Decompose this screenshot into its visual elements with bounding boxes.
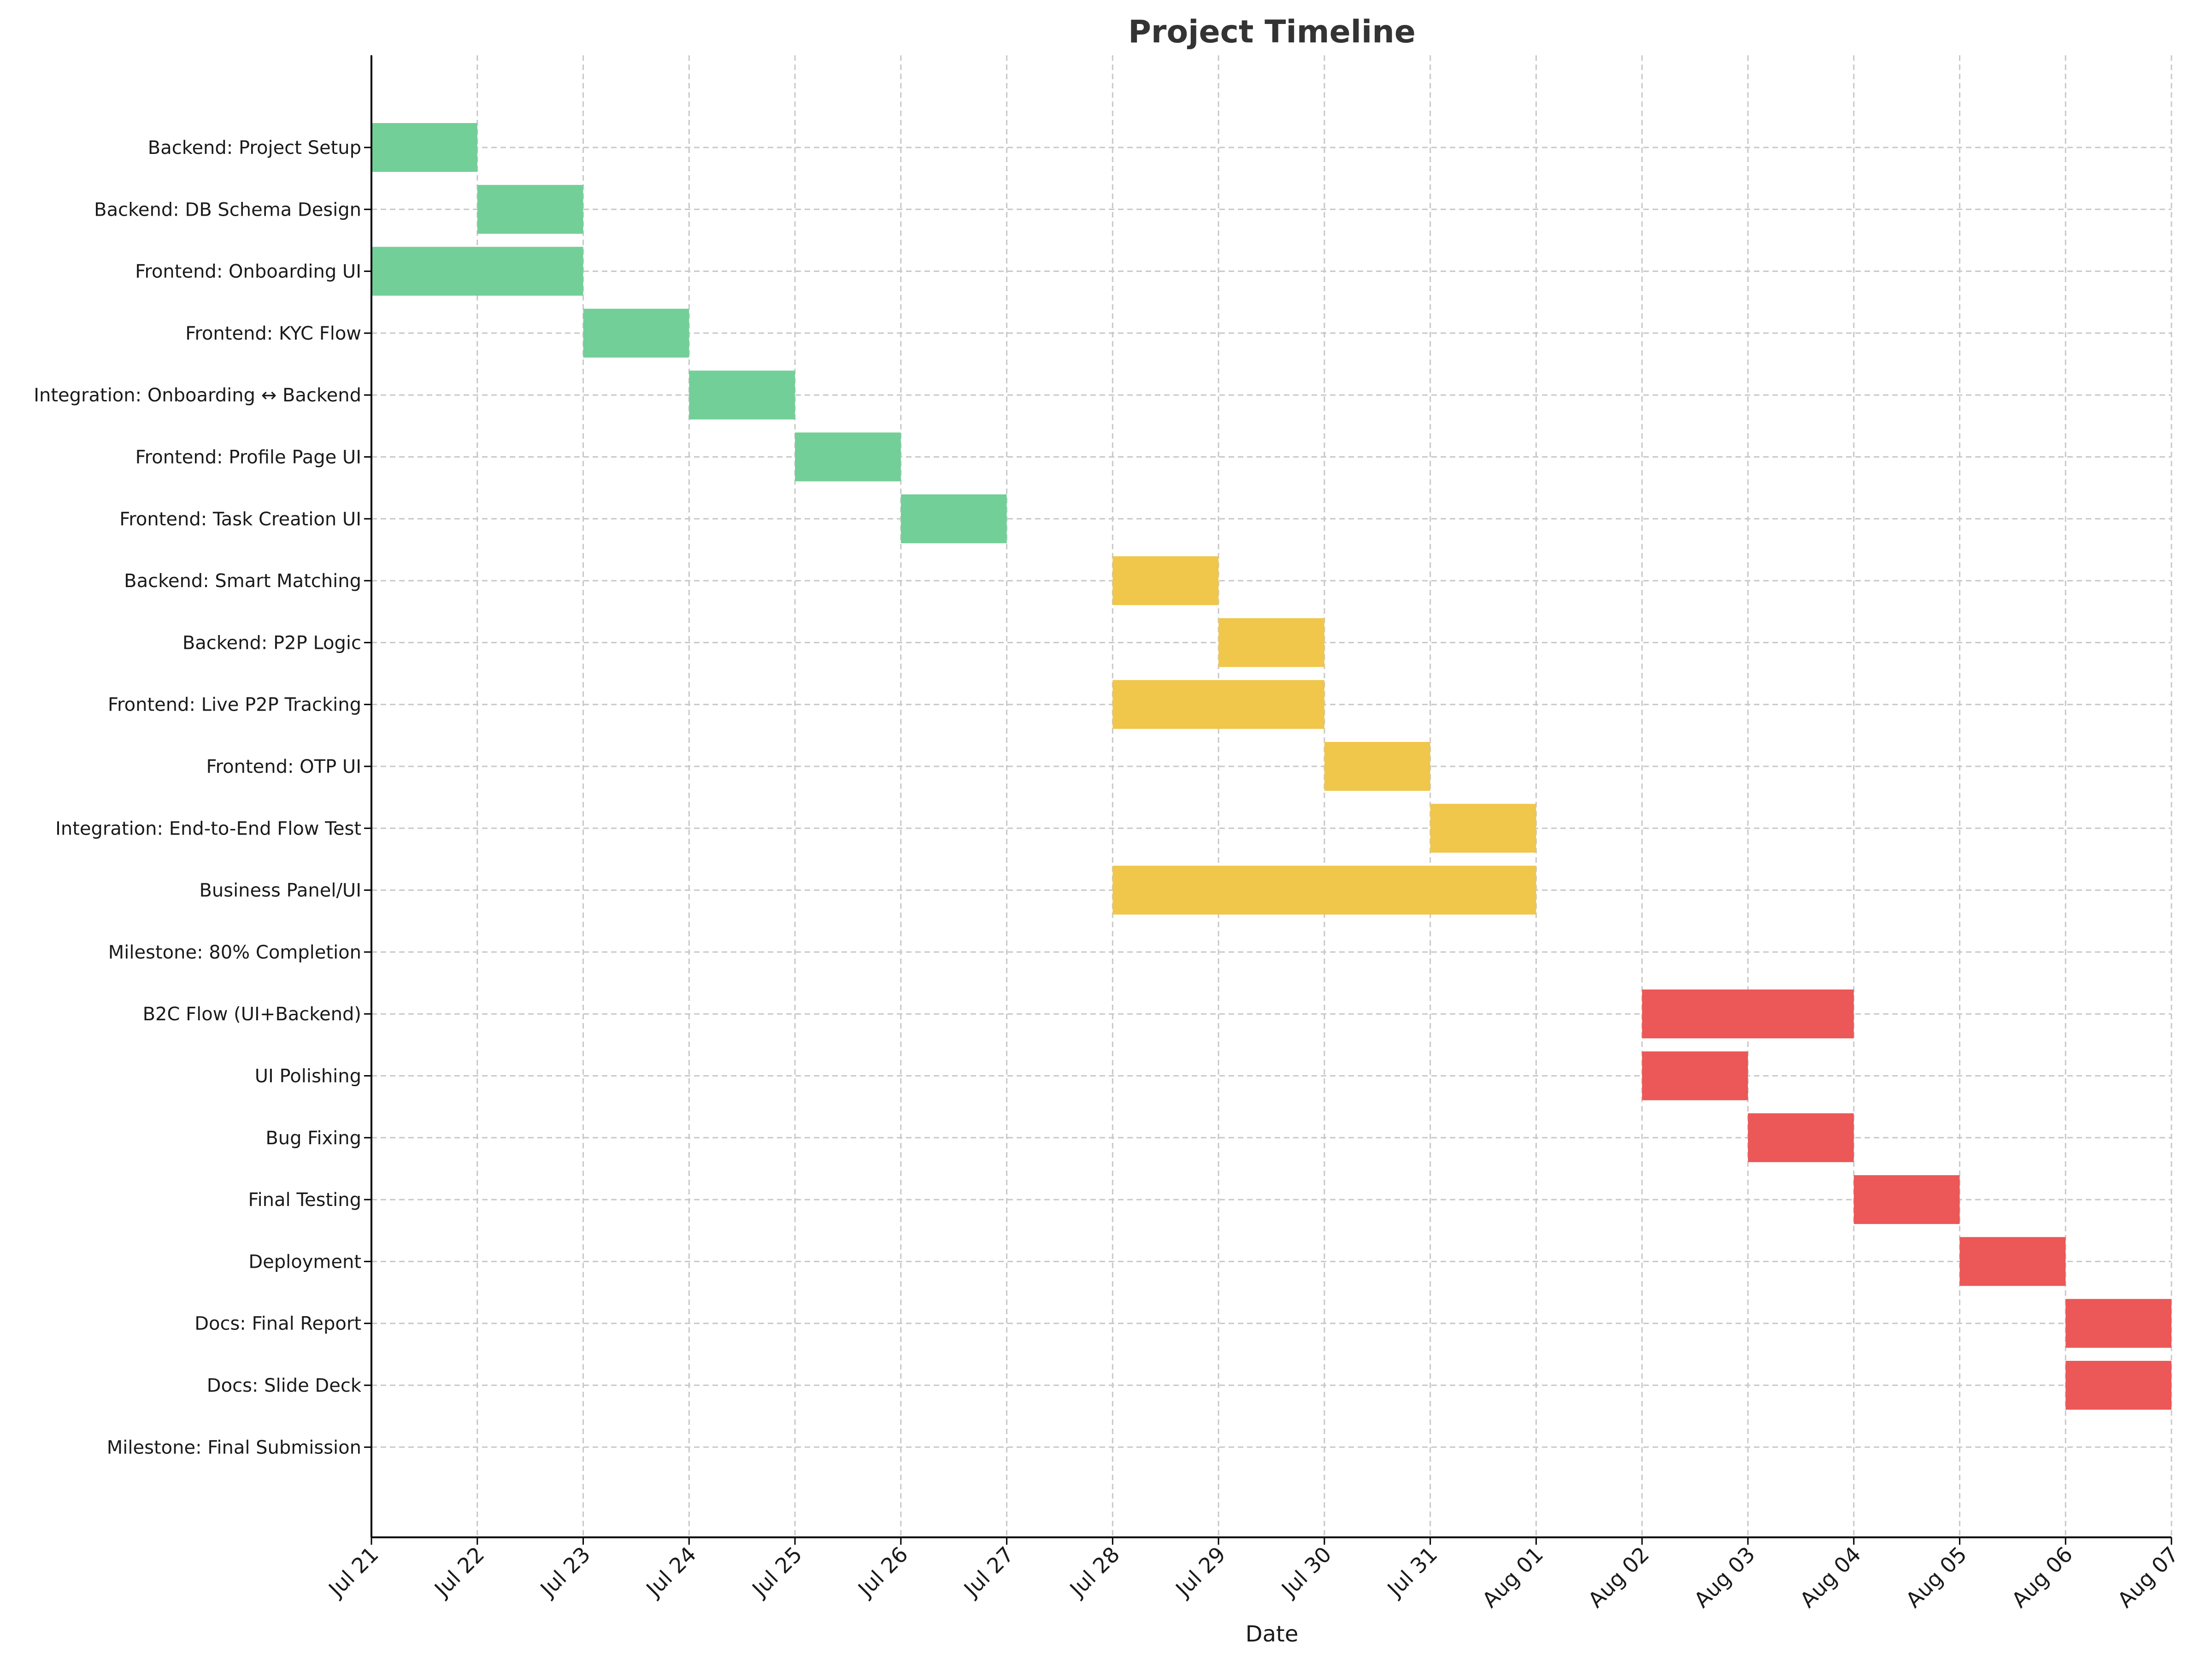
- x-axis-label: Date: [1246, 1621, 1299, 1647]
- y-tick-label: Docs: Slide Deck: [207, 1375, 362, 1396]
- y-tick-label: Business Panel/UI: [199, 880, 361, 901]
- grid-layer: [371, 55, 2172, 1537]
- task-bar: [2065, 1361, 2171, 1410]
- task-bar: [1112, 556, 1219, 606]
- y-tick-label: Final Testing: [248, 1189, 361, 1211]
- y-tick-label: Milestone: 80% Completion: [108, 942, 361, 963]
- task-bar: [795, 432, 901, 482]
- task-bar: [477, 185, 583, 234]
- task-bar: [371, 123, 477, 172]
- y-tick-labels: Backend: Project Setup Backend: DB Schema…: [34, 137, 362, 1458]
- y-tick-label: Frontend: Task Creation UI: [119, 509, 361, 530]
- task-bar: [1218, 618, 1324, 667]
- task-bar: [1112, 680, 1324, 729]
- y-tick-label: Frontend: KYC Flow: [185, 323, 361, 344]
- task-bar: [1642, 1051, 1748, 1100]
- task-bar: [583, 308, 689, 358]
- chart-title: Project Timeline: [1128, 14, 1416, 50]
- axis-layer: [364, 55, 2172, 1545]
- y-tick-label: Milestone: Final Submission: [107, 1437, 361, 1458]
- task-bar: [371, 247, 583, 296]
- bar-layer: [371, 123, 2171, 1410]
- y-tick-label: Backend: Project Setup: [148, 137, 361, 159]
- y-tick-label: Frontend: Onboarding UI: [135, 261, 361, 282]
- task-bar: [900, 494, 1007, 543]
- task-bar: [1959, 1237, 2066, 1286]
- task-bar: [1430, 804, 1536, 853]
- task-bar: [2065, 1299, 2171, 1348]
- y-tick-label: Integration: Onboarding ↔ Backend: [34, 385, 361, 406]
- y-tick-label: B2C Flow (UI+Backend): [143, 1004, 361, 1025]
- y-tick-label: Frontend: Profile Page UI: [135, 447, 361, 468]
- task-bar: [1324, 742, 1430, 791]
- y-tick-label: Integration: End-to-End Flow Test: [55, 818, 361, 839]
- task-bar: [689, 371, 795, 420]
- task-bar: [1747, 1113, 1854, 1162]
- y-tick-label: UI Polishing: [255, 1066, 361, 1087]
- y-tick-label: Backend: P2P Logic: [182, 632, 361, 653]
- y-tick-label: Backend: DB Schema Design: [94, 199, 361, 220]
- y-tick-label: Docs: Final Report: [194, 1313, 361, 1335]
- task-bar: [1642, 989, 1854, 1039]
- task-bar: [1112, 865, 1536, 915]
- y-tick-label: Backend: Smart Matching: [124, 571, 361, 592]
- y-tick-label: Frontend: Live P2P Tracking: [108, 694, 361, 716]
- task-bar: [1853, 1175, 1960, 1224]
- y-tick-label: Deployment: [248, 1251, 361, 1272]
- y-tick-label: Bug Fixing: [265, 1128, 361, 1149]
- y-tick-label: Frontend: OTP UI: [206, 756, 361, 777]
